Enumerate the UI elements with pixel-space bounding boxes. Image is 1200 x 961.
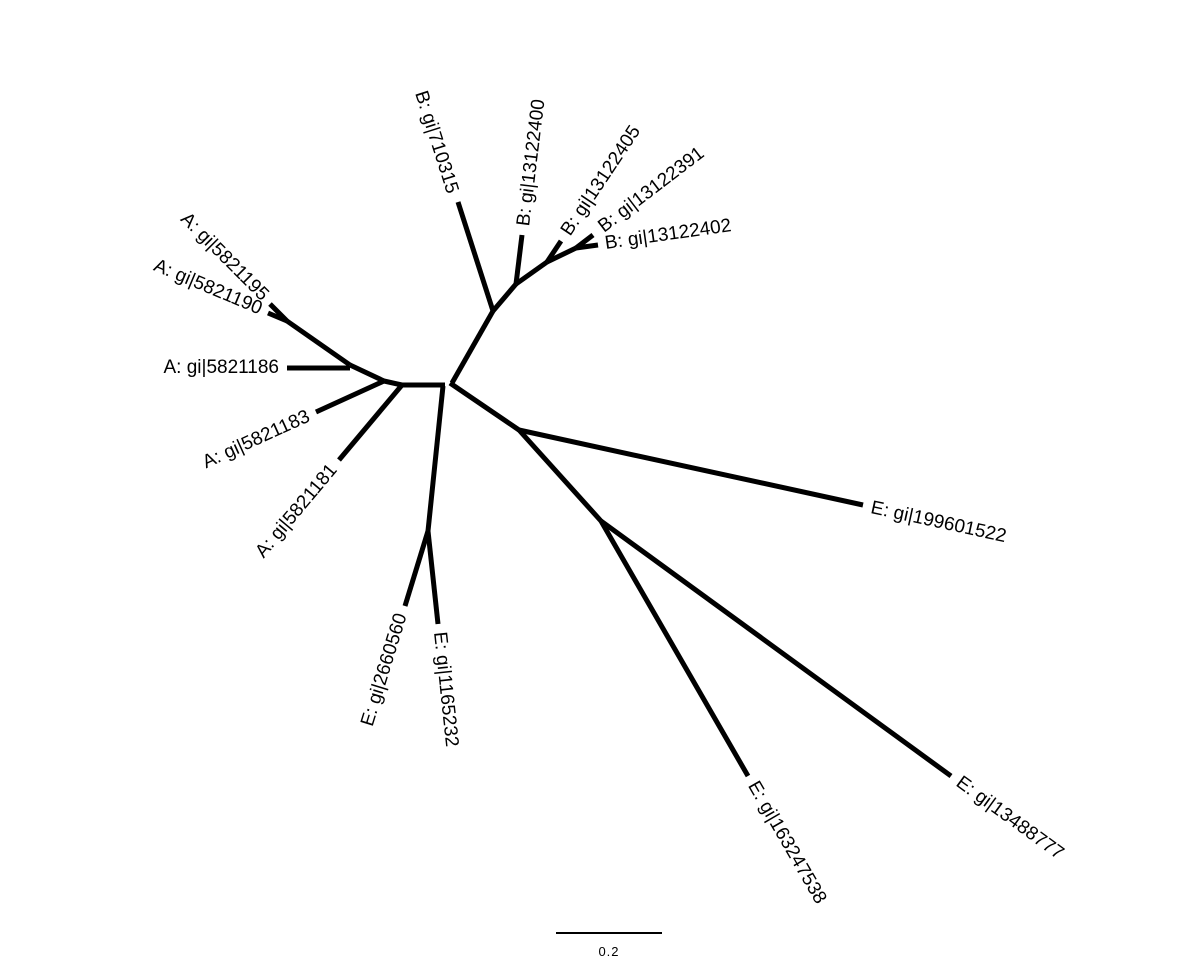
- branch-b-inner-1: [491, 282, 518, 313]
- leaf-label-e-13488777: E: gi|13488777: [952, 772, 1067, 864]
- leaf-label-e-2660560: E: gi|2660560: [357, 611, 411, 729]
- branch-a-inner-1: [383, 378, 403, 388]
- branch-b-inner-3: [545, 245, 578, 265]
- branch-a-inner-2: [348, 362, 386, 384]
- branch-root-e-right: [448, 380, 521, 433]
- branch-leaf-13122400: [513, 234, 525, 285]
- branch-leaf-13122402: [575, 242, 599, 251]
- leaf-label-e-199601522: E: gi|199601522: [869, 497, 1008, 547]
- branch-leaf-5821183: [314, 378, 386, 415]
- leaf-label-b-13122400: B: gi|13122400: [513, 98, 549, 227]
- branch-leaf-13122405: [544, 239, 564, 264]
- terminal-branches: [267, 201, 953, 779]
- branch-root-e-lower: [425, 385, 446, 532]
- branch-leaf-199601522: [518, 427, 864, 508]
- branch-root-b-clade: [449, 309, 496, 385]
- branch-e-right-inner: [517, 428, 603, 523]
- scale-bar: 0.2: [556, 932, 662, 959]
- scale-bar-label: 0.2: [598, 944, 619, 959]
- branch-leaf-5821190: [267, 310, 288, 324]
- leaf-labels: B: gi|710315 B: gi|13122400 B: gi|131224…: [151, 88, 1068, 907]
- branch-a-inner-3: [285, 318, 352, 368]
- leaf-label-b-710315: B: gi|710315: [410, 88, 462, 196]
- branch-leaf-5821181: [337, 383, 404, 462]
- branch-b-inner-2: [514, 259, 549, 287]
- branch-leaf-2660560: [402, 530, 431, 607]
- internal-branches: [285, 245, 603, 532]
- leaf-label-a-5821186: A: gi|5821186: [163, 357, 279, 378]
- leaf-label-e-1165232: E: gi|1165232: [429, 631, 462, 748]
- leaf-label-a-5821183: A: gi|5821183: [199, 406, 313, 473]
- branch-leaf-710315: [455, 201, 496, 312]
- leaf-label-a-5821181: A: gi|5821181: [251, 460, 341, 562]
- branch-leaf-163247538: [598, 519, 751, 778]
- leaf-label-e-163247538: E: gi|163247538: [743, 778, 830, 908]
- branch-leaf-1165232: [425, 530, 441, 625]
- branch-leaf-13488777: [599, 518, 953, 779]
